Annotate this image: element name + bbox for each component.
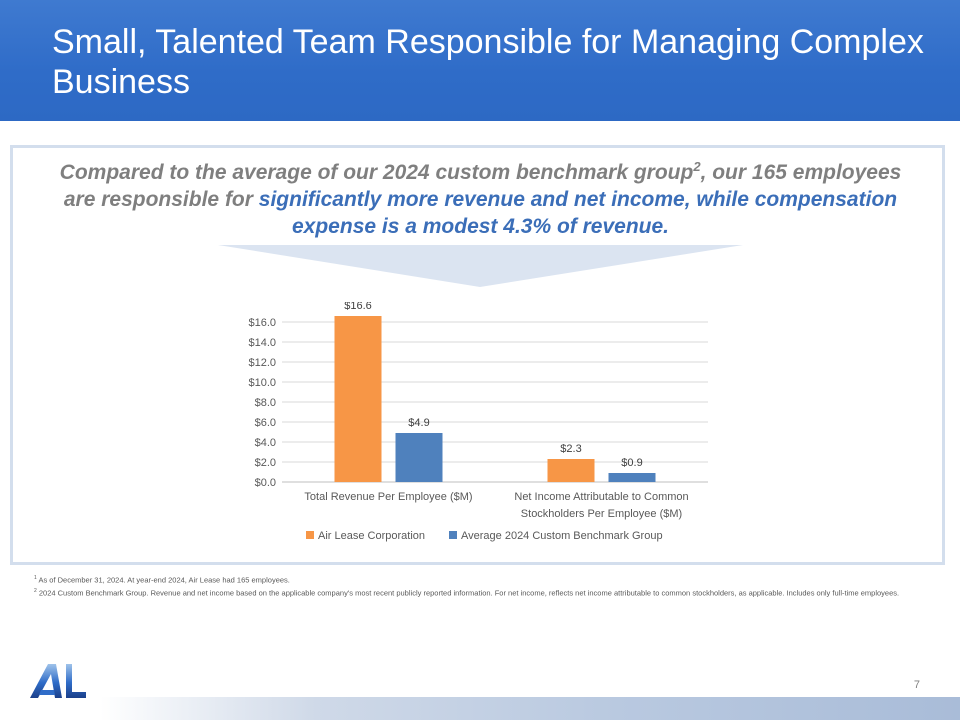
footnote-1: 1 As of December 31, 2024. At year-end 2… bbox=[34, 573, 919, 586]
footnote-2-mark: 2 bbox=[34, 587, 37, 594]
data-label: $16.6 bbox=[344, 302, 372, 312]
y-tick-label: $12.0 bbox=[248, 357, 276, 369]
footnote-2-text: 2024 Custom Benchmark Group. Revenue and… bbox=[38, 588, 900, 597]
summary-statement: Compared to the average of our 2024 cust… bbox=[53, 159, 908, 240]
x-category-label: Total Revenue Per Employee ($M) bbox=[304, 491, 472, 503]
y-tick-label: $10.0 bbox=[248, 377, 276, 389]
header-bar: Small, Talented Team Responsible for Man… bbox=[0, 0, 960, 121]
content-panel: Compared to the average of our 2024 cust… bbox=[10, 145, 945, 565]
bar bbox=[547, 459, 595, 482]
callout-pointer bbox=[218, 245, 743, 287]
bar bbox=[395, 433, 443, 482]
footnote-2: 2 2024 Custom Benchmark Group. Revenue a… bbox=[34, 586, 919, 599]
footer-bar bbox=[100, 697, 960, 720]
legend-label: Air Lease Corporation bbox=[318, 530, 425, 542]
bar bbox=[608, 473, 656, 482]
bar bbox=[334, 316, 382, 482]
legend-label: Average 2024 Custom Benchmark Group bbox=[461, 530, 663, 542]
page-number: 7 bbox=[913, 679, 920, 691]
y-tick-label: $0.0 bbox=[255, 477, 276, 489]
bar-chart: $0.0 $2.0 $4.0 $6.0 $8.0 $10.0 $12.0 $14.0 $16.0… bbox=[248, 302, 708, 542]
legend-swatch bbox=[306, 531, 314, 539]
summary-highlight: significantly more revenue and net incom… bbox=[258, 188, 898, 238]
summary-text-part2: , our 165 employees are responsible for bbox=[63, 161, 902, 211]
y-tick-label: $6.0 bbox=[255, 417, 276, 429]
data-label: $0.9 bbox=[621, 457, 642, 469]
data-label: $4.9 bbox=[408, 417, 429, 429]
company-logo bbox=[30, 664, 86, 698]
summary-text-part1: Compared to the average of our 2024 cust… bbox=[59, 161, 694, 184]
y-tick-label: $16.0 bbox=[248, 317, 276, 329]
page-title: Small, Talented Team Responsible for Man… bbox=[52, 23, 924, 101]
footnote-1-mark: 1 bbox=[34, 575, 37, 581]
x-category-label: Net Income Attributable to Common bbox=[514, 491, 688, 503]
y-tick-label: $4.0 bbox=[255, 437, 276, 449]
y-tick-label: $8.0 bbox=[255, 397, 276, 409]
footnote-1-text: As of December 31, 2024. At year-end 202… bbox=[38, 575, 290, 585]
legend-swatch bbox=[449, 531, 457, 539]
y-tick-label: $2.0 bbox=[255, 457, 276, 469]
x-category-label: Stockholders Per Employee ($M) bbox=[521, 508, 682, 520]
y-tick-label: $14.0 bbox=[248, 337, 276, 349]
data-label: $2.3 bbox=[560, 443, 581, 455]
footnotes: 1 As of December 31, 2024. At year-end 2… bbox=[34, 573, 919, 598]
summary-footnote-mark: 2 bbox=[693, 159, 701, 174]
